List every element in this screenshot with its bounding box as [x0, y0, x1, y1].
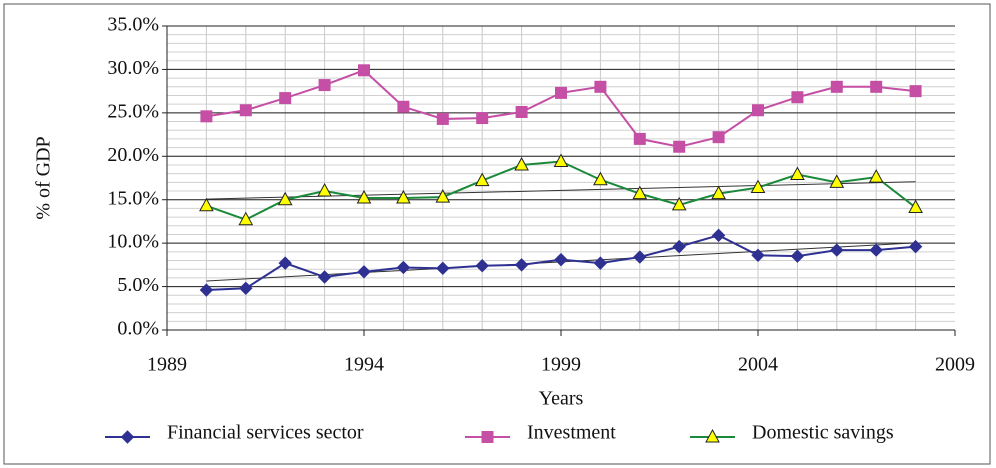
legend-label: Financial services sector — [167, 422, 364, 444]
data-point — [279, 92, 292, 105]
data-point — [593, 171, 608, 186]
x-tick-label: 1999 — [541, 354, 581, 376]
data-point — [515, 105, 528, 118]
data-point — [239, 281, 253, 296]
data-point — [632, 185, 648, 200]
y-tick-label: 10.0% — [107, 231, 159, 253]
data-point — [791, 91, 804, 104]
data-point — [830, 243, 844, 257]
data-point — [435, 189, 451, 203]
data-point — [474, 172, 490, 187]
y-tick-label: 15.0% — [107, 187, 159, 209]
data-point — [199, 197, 214, 212]
data-point — [358, 64, 370, 77]
data-point — [751, 248, 765, 263]
data-point — [356, 189, 372, 204]
data-point — [711, 185, 726, 200]
x-tick-label: 2004 — [738, 354, 778, 376]
data-point — [868, 169, 884, 183]
y-axis-label: % of GDP — [33, 136, 55, 219]
data-point — [633, 250, 647, 264]
data-point — [199, 283, 214, 297]
data-point — [200, 110, 213, 123]
legend-label: Domestic savings — [752, 422, 894, 444]
data-point — [909, 85, 922, 98]
data-point — [238, 211, 254, 226]
x-axis-label: Years — [539, 388, 584, 410]
data-point — [554, 252, 568, 267]
data-point — [278, 256, 292, 270]
y-tick-label: 25.0% — [107, 100, 159, 122]
y-tick-label: 30.0% — [107, 57, 159, 79]
legend-marker — [120, 430, 135, 444]
data-point — [830, 80, 843, 93]
legend-marker — [705, 428, 720, 443]
legend-label: Investment — [527, 422, 616, 444]
y-tick-label: 0.0% — [117, 318, 159, 340]
data-point — [672, 239, 686, 254]
data-point — [671, 196, 687, 211]
data-point — [317, 270, 332, 284]
x-tick-label: 2009 — [935, 354, 975, 376]
y-tick-label: 20.0% — [107, 144, 159, 166]
data-point — [673, 140, 686, 153]
data-point — [277, 191, 293, 206]
data-point — [317, 182, 332, 197]
data-point — [711, 228, 726, 243]
y-tick-label: 5.0% — [117, 274, 159, 296]
data-point — [318, 79, 331, 92]
data-point — [357, 265, 371, 279]
data-point — [475, 259, 489, 273]
data-point — [908, 199, 923, 214]
data-point — [869, 243, 883, 257]
data-point — [752, 104, 764, 117]
data-point — [514, 156, 529, 171]
y-tick-label: 35.0% — [107, 14, 159, 36]
data-point — [790, 166, 805, 181]
data-point — [436, 112, 449, 125]
data-point — [553, 153, 569, 167]
x-tick-label: 1994 — [344, 354, 384, 376]
data-point — [829, 174, 845, 188]
data-point — [593, 256, 608, 270]
data-point — [397, 100, 410, 113]
data-point — [396, 260, 411, 275]
legend-marker — [481, 431, 494, 443]
data-point — [555, 86, 567, 99]
data-point — [750, 179, 766, 194]
x-tick-label: 1989 — [147, 354, 187, 376]
data-point — [790, 249, 805, 263]
data-point — [476, 112, 489, 125]
data-point — [594, 80, 607, 93]
data-point — [633, 132, 646, 145]
data-point — [396, 189, 411, 204]
data-point — [712, 131, 725, 144]
data-point — [514, 258, 529, 272]
data-point — [436, 261, 450, 276]
data-point — [870, 80, 883, 93]
data-point — [239, 104, 252, 117]
data-point — [908, 239, 923, 254]
